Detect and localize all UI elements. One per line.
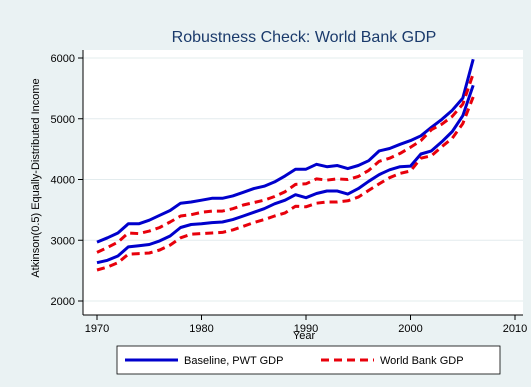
series-line-1 [96,84,475,265]
axes: 2000 3000 4000 5000 6000 1970 1980 1990 2000 2010 [51,50,527,335]
chart-title: Robustness Check: World Bank GDP [172,29,437,46]
series-line-3 [96,96,475,272]
y-tick-label-6000: 6000 [51,53,75,65]
series-group [96,58,475,272]
y-tick-label-2000: 2000 [51,296,75,308]
legend: Baseline, PWT GDP World Bank GDP [116,345,501,375]
y-tick-label-4000: 4000 [51,175,75,187]
series-line-0 [96,58,475,244]
series-line-2 [96,73,475,254]
legend-box [116,345,501,375]
y-tick-label-5000: 5000 [51,114,75,126]
legend-label-world-bank: World Bank GDP [380,355,464,367]
gridlines [83,57,523,302]
x-tick-label-2010: 2010 [503,323,527,335]
x-tick-label-2000: 2000 [398,323,422,335]
legend-label-baseline: Baseline, PWT GDP [184,355,283,367]
x-tick-label-1980: 1980 [189,323,213,335]
y-tick-label-3000: 3000 [51,235,75,247]
y-axis-title: Atkinson(0.5) Equally-Distributed Income [30,78,42,277]
x-tick-label-1990: 1990 [294,323,318,335]
x-axis-title: Year [293,330,316,342]
x-tick-label-1970: 1970 [85,323,109,335]
